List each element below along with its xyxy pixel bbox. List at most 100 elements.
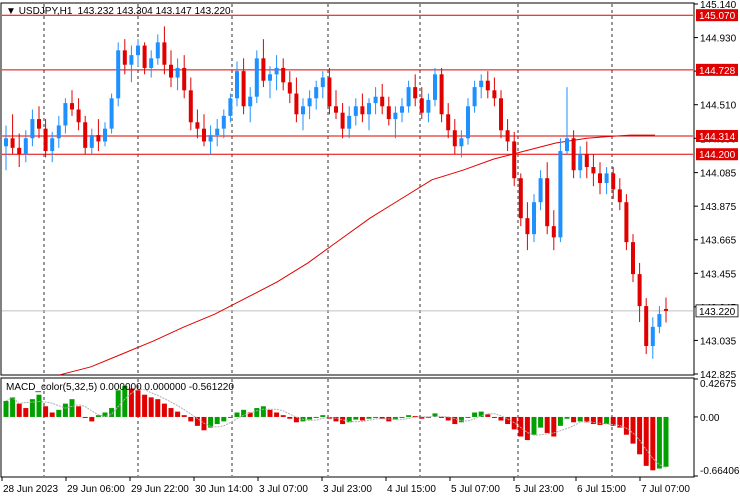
candle-body-59 <box>393 112 398 120</box>
macd-bar-47 <box>313 416 319 418</box>
macd-bar-71 <box>472 412 478 417</box>
macd-bar-81 <box>538 416 544 428</box>
candle-body-26 <box>175 67 180 78</box>
macd-bar-37 <box>247 412 253 417</box>
candle-body-18 <box>122 50 127 65</box>
price-label-5: 144.085 <box>700 169 737 180</box>
symbol-timeframe: USDJPY,H1 <box>19 6 73 17</box>
current-price-tag <box>695 304 739 318</box>
candle-body-9 <box>63 103 68 126</box>
candle-body-43 <box>287 82 292 94</box>
time-axis: 28 Jun 2023 29 Jun 06:00 29 Jun 22:00 30 Ju… <box>1 477 690 495</box>
candle-body-5 <box>37 119 41 129</box>
candle-body-83 <box>551 226 556 238</box>
macd-bar-85 <box>564 416 570 419</box>
macd-bar-75 <box>498 416 504 421</box>
candle-body-29 <box>195 122 200 129</box>
candle-body-25 <box>169 64 173 78</box>
macd-bar-63 <box>419 416 425 419</box>
current-price-tag-label: 143.220 <box>699 307 736 318</box>
macd-bar-10 <box>69 399 75 417</box>
macd-bar-53 <box>353 416 359 420</box>
candle-body-45 <box>301 106 305 115</box>
candle-body-84 <box>558 151 563 238</box>
macd-bar-54 <box>359 416 365 421</box>
candle-body-31 <box>208 135 213 142</box>
candle-body-39 <box>261 58 266 81</box>
candle-body-50 <box>334 106 338 113</box>
macd-bar-4 <box>29 399 35 417</box>
macd-bar-89 <box>590 416 596 425</box>
time-label-3: 30 Jun 14:00 <box>195 484 253 495</box>
candle-body-57 <box>380 96 385 107</box>
macd-bar-51 <box>340 416 346 425</box>
macd-bar-6 <box>43 406 49 417</box>
macd-bar-3 <box>23 408 29 417</box>
candle-body-4 <box>30 119 35 139</box>
macd-bar-36 <box>241 409 247 417</box>
macd-bar-26 <box>175 411 181 417</box>
macd-bar-73 <box>485 414 491 417</box>
candle-body-71 <box>472 87 477 107</box>
time-label-1: 29 Jun 06:00 <box>67 484 125 495</box>
macd-bar-12 <box>82 416 88 418</box>
candle-body-19 <box>129 55 134 65</box>
candle-body-8 <box>56 125 61 139</box>
macd-bar-48 <box>320 415 326 417</box>
candle-body-60 <box>400 106 404 113</box>
macd-bar-39 <box>260 406 266 417</box>
macd-bar-87 <box>577 416 583 422</box>
candle-body-61 <box>406 87 411 107</box>
candle-body-65 <box>433 74 437 100</box>
time-label-2: 29 Jun 22:00 <box>131 484 189 495</box>
candle-body-98 <box>650 326 655 347</box>
macd-bar-65 <box>432 413 438 417</box>
candle-body-58 <box>386 106 391 120</box>
macd-bar-80 <box>531 416 537 435</box>
macd-bar-88 <box>584 416 590 423</box>
candle-body-93 <box>617 189 622 203</box>
candle-body-97 <box>644 306 649 347</box>
macd-bar-15 <box>102 412 108 417</box>
macd-bar-11 <box>76 406 82 417</box>
level-tag-label-1: 144.728 <box>699 66 736 77</box>
candle-body-1 <box>10 138 15 148</box>
macd-bar-27 <box>181 415 187 417</box>
candle-body-32 <box>215 128 220 136</box>
macd-bar-70 <box>465 416 471 418</box>
time-label-4: 3 Jul 07:00 <box>259 484 308 495</box>
macd-bar-64 <box>425 416 431 418</box>
macd-bar-79 <box>524 416 530 441</box>
level-tag-label-2: 144.314 <box>699 132 736 143</box>
macd-bar-90 <box>597 416 603 425</box>
macd-bar-86 <box>571 416 577 423</box>
time-label-6: 4 Jul 15:00 <box>387 484 436 495</box>
price-tags: 145.070 144.728 144.314 144.200 143.220 <box>695 9 739 318</box>
price-label-8: 143.455 <box>700 269 737 280</box>
macd-bar-35 <box>234 412 240 417</box>
macd-bar-99 <box>656 416 662 469</box>
macd-bar-29 <box>194 416 200 426</box>
macd-signal-line <box>5 388 667 469</box>
ohlc-values: 143.232 143.304 143.147 143.220 <box>78 6 231 17</box>
candle-body-21 <box>142 45 147 68</box>
candle-body-37 <box>248 96 253 107</box>
macd-bar-17 <box>115 390 121 417</box>
price-label-6: 143.875 <box>700 202 737 213</box>
macd-label-0: 0.42675 <box>700 379 737 390</box>
candle-body-92 <box>611 173 616 190</box>
macd-bar-9 <box>62 403 68 417</box>
candle-body-100 <box>664 308 668 311</box>
macd-plot-frame <box>0 377 695 478</box>
candle-body-30 <box>202 128 206 142</box>
macd-bar-60 <box>399 416 405 418</box>
macd-bar-61 <box>406 415 412 417</box>
macd-bar-57 <box>379 416 385 419</box>
candle-body-44 <box>294 93 299 115</box>
macd-bar-55 <box>366 416 372 419</box>
macd-bar-25 <box>168 408 174 417</box>
macd-bar-78 <box>518 416 524 437</box>
candle-body-90 <box>598 173 602 184</box>
candle-body-54 <box>360 106 365 115</box>
